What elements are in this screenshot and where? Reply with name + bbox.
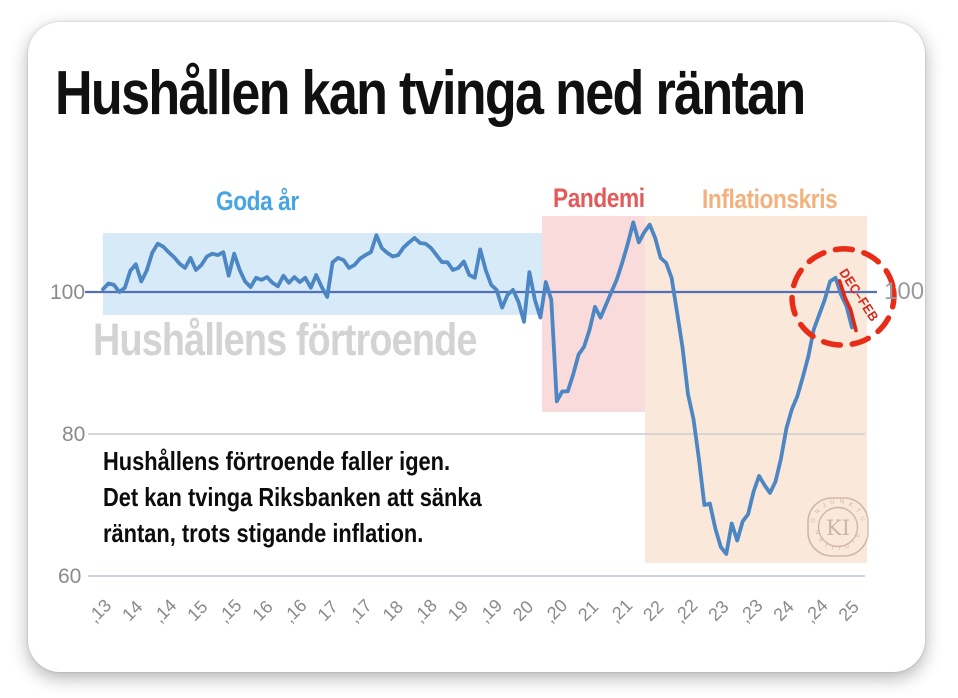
confidence-line — [101, 220, 854, 556]
x-tick-label: 25 — [835, 597, 863, 625]
era-label-goda-ar: Goda år — [216, 186, 299, 216]
x-tick-label: 15 — [183, 597, 211, 625]
x-tick-label: ‚15 — [214, 595, 245, 626]
y-tick-60: 60 — [58, 565, 82, 588]
x-tick-label: ‚13 — [84, 595, 115, 626]
x-tick-label: ‚18 — [410, 595, 441, 626]
x-axis-ticks: ‚13 14 ‚14 15 ‚15 16 ‚16 17 ‚17 18 ‚18 19 ‚19 20 ‚20 21… — [84, 595, 863, 626]
x-tick-label: 16 — [248, 597, 276, 625]
y-tick-100: 100 — [50, 281, 86, 304]
x-tick-label: 20 — [509, 597, 537, 625]
x-tick-label: ‚24 — [801, 595, 832, 626]
x-tick-label: 17 — [314, 597, 342, 625]
page-title: Hushållen kan tvinga ned räntan — [55, 59, 806, 128]
x-tick-label: ‚20 — [540, 595, 571, 626]
x-tick-label: 23 — [704, 597, 732, 625]
x-tick-label: ‚16 — [280, 595, 311, 626]
band-inflationskris — [645, 216, 867, 563]
y-tick-80: 80 — [62, 423, 86, 446]
x-tick-label: ‚22 — [670, 595, 701, 626]
highlight-drop-line — [837, 278, 858, 333]
ki-monogram: KI — [826, 516, 850, 540]
x-tick-label: ‚19 — [475, 595, 506, 626]
y-tick-right-100: 100 — [884, 278, 925, 305]
x-tick-label: ‚21 — [605, 595, 636, 626]
x-tick-label: ‚14 — [149, 595, 180, 626]
x-tick-label: 24 — [769, 597, 797, 625]
x-tick-label: 19 — [444, 597, 472, 625]
caption-text: Hushållens förtroende faller igen. Det k… — [103, 446, 482, 548]
x-tick-label: ‚23 — [735, 595, 766, 626]
era-label-inflationskris: Inflationskris — [702, 184, 838, 214]
x-tick-label: 21 — [574, 597, 602, 625]
x-tick-label: 22 — [639, 597, 667, 625]
era-label-pandemi: Pandemi — [553, 183, 645, 213]
x-tick-label: 14 — [118, 597, 146, 625]
series-watermark: Hushållens förtroende — [93, 314, 477, 365]
x-tick-label: 18 — [379, 597, 407, 625]
focus-dashed-circle — [789, 246, 897, 348]
x-tick-label: ‚17 — [345, 595, 376, 626]
